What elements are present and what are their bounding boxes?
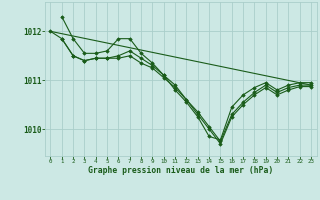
X-axis label: Graphe pression niveau de la mer (hPa): Graphe pression niveau de la mer (hPa) (88, 166, 273, 175)
